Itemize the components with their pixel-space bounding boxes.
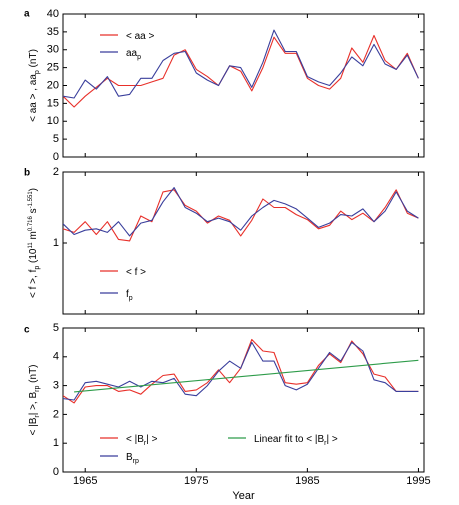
- legend-text: < aa >: [126, 31, 155, 42]
- y-tick-label: 0: [53, 151, 59, 163]
- panel-letter: a: [24, 9, 30, 20]
- y-axis-label: < |Br| >, Brp (nT): [28, 364, 41, 435]
- x-tick-label: 1965: [73, 475, 97, 487]
- series-group: [63, 29, 419, 108]
- y-label-main: < |B: [28, 417, 39, 435]
- legend-sub: p: [137, 54, 141, 61]
- legend-text: B: [126, 452, 133, 463]
- y-label-unit: (10: [28, 248, 39, 266]
- series-line-blue: [63, 187, 419, 237]
- y-tick-label: 2: [53, 166, 59, 178]
- legend-label: < aa >: [126, 31, 155, 42]
- y-label-unit: (nT): [28, 364, 39, 385]
- y-axis-label: < aa > , aap (nT): [28, 49, 41, 122]
- y-tick-label: 30: [47, 44, 59, 56]
- series-line-blue: [63, 29, 419, 99]
- y-tick-label: 0: [53, 466, 59, 478]
- y-label-sub: p: [34, 266, 41, 270]
- y-label-main: < aa > , aa: [28, 74, 39, 122]
- y-label-end: ): [28, 188, 39, 191]
- y-tick-label: 35: [47, 26, 59, 38]
- legend-tail: | >: [326, 434, 337, 445]
- y-tick-label: 3: [53, 380, 59, 392]
- legend-text: Linear fit to < |B: [254, 434, 324, 445]
- series-line-green: [74, 359, 419, 393]
- y-tick-label: 10: [47, 115, 59, 127]
- y-tick-label: 5: [53, 133, 59, 145]
- y-axis-label: < f >, fp (1011 m0.716 s-1.551): [28, 188, 41, 298]
- y-tick-label: 25: [47, 62, 59, 74]
- legend-text: f: [126, 289, 129, 300]
- y-label-sub2: rp: [34, 385, 41, 391]
- y-label-sub: r: [34, 415, 41, 418]
- legend-sub: r: [324, 440, 327, 447]
- y-tick-label: 1: [53, 437, 59, 449]
- series-line-red: [63, 189, 419, 242]
- legend-sub: r: [144, 440, 147, 447]
- panel-b: b12< f >, fp (1011 m0.716 s-1.551)< f >f…: [24, 166, 425, 315]
- series-group: [63, 187, 419, 242]
- y-tick-label: 20: [47, 79, 59, 91]
- y-label-sub: p: [34, 70, 41, 74]
- y-tick-label: 4: [53, 351, 59, 363]
- y-label-unit2: m: [28, 231, 39, 242]
- x-tick-label: 1975: [184, 475, 208, 487]
- legend-text: < f >: [126, 267, 146, 278]
- y-tick-label: 15: [47, 97, 59, 109]
- series-line-blue: [63, 341, 419, 401]
- series-line-red: [63, 338, 419, 404]
- legend-sub: rp: [133, 458, 139, 465]
- series-group: [63, 338, 419, 404]
- legend-text: < |B: [126, 434, 144, 445]
- legend-label: Brp: [126, 452, 139, 465]
- legend-sub: p: [129, 295, 133, 302]
- x-tick-label: 1995: [406, 475, 430, 487]
- legend-label: < |Br| >: [126, 434, 158, 447]
- legend-label: < f >: [126, 267, 146, 278]
- legend-tail: | >: [146, 434, 157, 445]
- y-label-sup1: 11: [28, 242, 34, 249]
- y-label-main: < f >, f: [28, 269, 39, 298]
- y-label-unit: (nT): [28, 49, 39, 70]
- series-line-red: [63, 34, 419, 108]
- legend-label: aap: [126, 48, 141, 61]
- panel-letter: c: [24, 325, 30, 336]
- y-tick-label: 1: [53, 237, 59, 249]
- y-label-sup3: -1.551: [28, 191, 34, 209]
- y-tick-label: 2: [53, 408, 59, 420]
- legend-label: Linear fit to < |Br| >: [254, 434, 338, 447]
- y-label-unit3: s: [28, 208, 39, 216]
- panel-letter: b: [24, 168, 30, 179]
- x-tick-label: 1985: [295, 475, 319, 487]
- y-label-sup2: 0.716: [28, 215, 34, 231]
- legend-text: aa: [126, 48, 138, 59]
- y-label-mid: | >, B: [28, 392, 39, 416]
- x-axis-label: Year: [232, 490, 255, 502]
- plot-frame: [62, 327, 425, 473]
- y-tick-label: 40: [47, 8, 59, 20]
- legend-label: fp: [126, 289, 133, 302]
- y-tick-label: 5: [53, 322, 59, 334]
